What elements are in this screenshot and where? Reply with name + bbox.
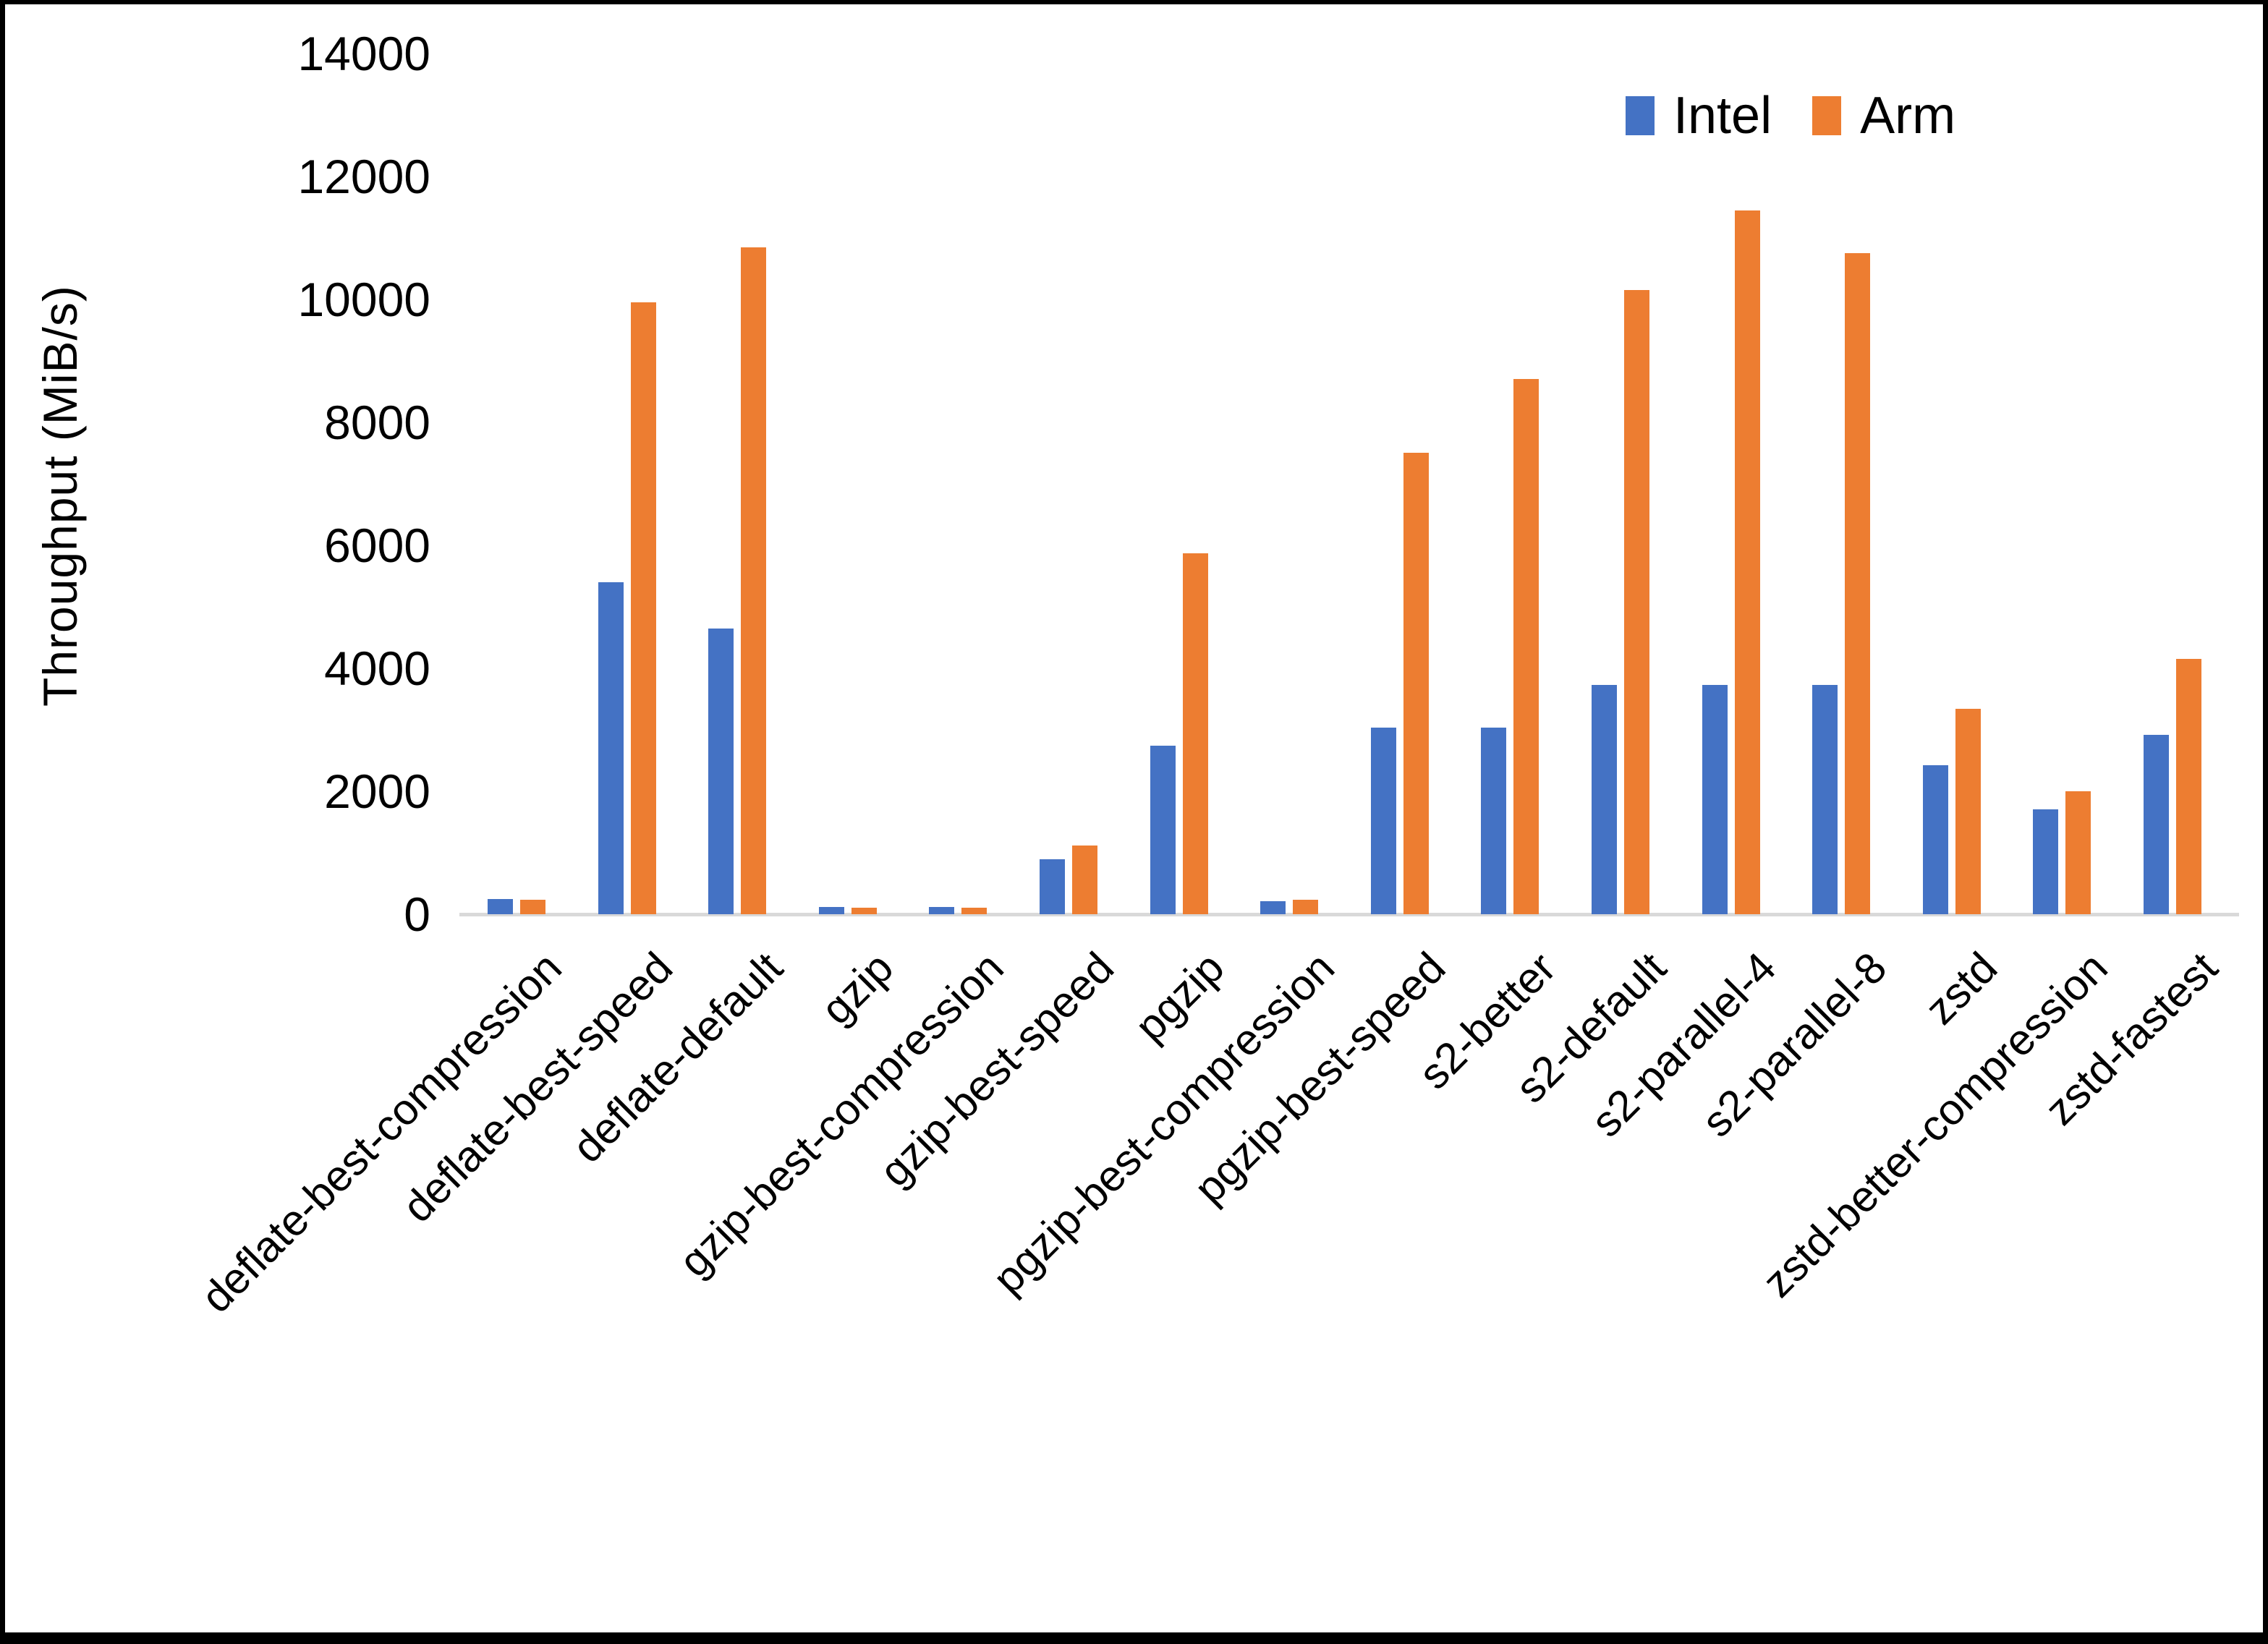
y-axis-title: Throughput (MiB/s) — [33, 285, 87, 707]
bar-arm-s2-parallel-4 — [1735, 210, 1760, 914]
bar-arm-pgzip-best-speed — [1403, 453, 1429, 914]
x-category-label-pgzip: pgzip — [1126, 942, 1233, 1051]
bar-arm-gzip — [851, 908, 877, 914]
bar-intel-gzip — [819, 907, 844, 914]
legend-item-intel: Intel — [1626, 90, 1772, 142]
y-tick-label-0: 0 — [404, 887, 430, 941]
x-category-label-zstd: zstd — [1915, 942, 2007, 1034]
bar-arm-gzip-best-compression — [961, 908, 987, 914]
bar-arm-deflate-best-speed — [631, 302, 656, 914]
bar-arm-pgzip — [1183, 553, 1208, 914]
bar-arm-zstd-fastest — [2176, 659, 2201, 914]
bar-arm-pgzip-best-compression — [1293, 900, 1318, 914]
y-tick-label-10000: 10000 — [297, 273, 430, 326]
y-tick-label-6000: 6000 — [324, 519, 430, 572]
bar-arm-gzip-best-speed — [1072, 846, 1097, 914]
y-tick-label-8000: 8000 — [324, 396, 430, 449]
bar-intel-pgzip — [1150, 746, 1176, 914]
bar-intel-pgzip-best-compression — [1260, 901, 1286, 914]
bar-intel-zstd-better-compression — [2033, 809, 2058, 914]
x-axis-baseline — [459, 913, 2239, 916]
chart-legend: Intel Arm — [1626, 90, 1955, 142]
bar-intel-deflate-best-compression — [488, 899, 513, 914]
legend-item-arm: Arm — [1812, 90, 1955, 142]
legend-label-intel: Intel — [1673, 87, 1772, 145]
bar-arm-zstd-better-compression — [2065, 791, 2091, 914]
bar-intel-s2-better — [1481, 728, 1506, 914]
bar-intel-deflate-default — [708, 629, 734, 914]
legend-swatch-arm — [1812, 96, 1842, 135]
legend-swatch-intel — [1626, 96, 1655, 135]
bar-intel-s2-default — [1592, 685, 1617, 914]
y-tick-label-14000: 14000 — [297, 27, 430, 80]
bar-intel-gzip-best-compression — [929, 907, 954, 914]
bar-intel-gzip-best-speed — [1040, 859, 1065, 914]
bar-arm-zstd — [1955, 709, 1981, 914]
bar-arm-s2-default — [1624, 290, 1649, 914]
bar-intel-deflate-best-speed — [598, 582, 624, 914]
bar-intel-zstd — [1923, 765, 1948, 914]
bar-arm-s2-parallel-8 — [1845, 253, 1870, 914]
y-tick-label-4000: 4000 — [324, 642, 430, 695]
bar-arm-deflate-best-compression — [520, 900, 545, 914]
bar-intel-zstd-fastest — [2144, 735, 2169, 914]
bar-intel-pgzip-best-speed — [1371, 728, 1396, 914]
legend-label-arm: Arm — [1860, 87, 1956, 145]
bar-arm-s2-better — [1513, 379, 1539, 914]
bar-intel-s2-parallel-4 — [1702, 685, 1728, 914]
x-category-label-gzip: gzip — [811, 942, 903, 1034]
y-tick-label-12000: 12000 — [297, 150, 430, 203]
y-tick-label-2000: 2000 — [324, 764, 430, 818]
bar-intel-s2-parallel-8 — [1812, 685, 1838, 914]
bar-arm-deflate-default — [741, 247, 766, 914]
